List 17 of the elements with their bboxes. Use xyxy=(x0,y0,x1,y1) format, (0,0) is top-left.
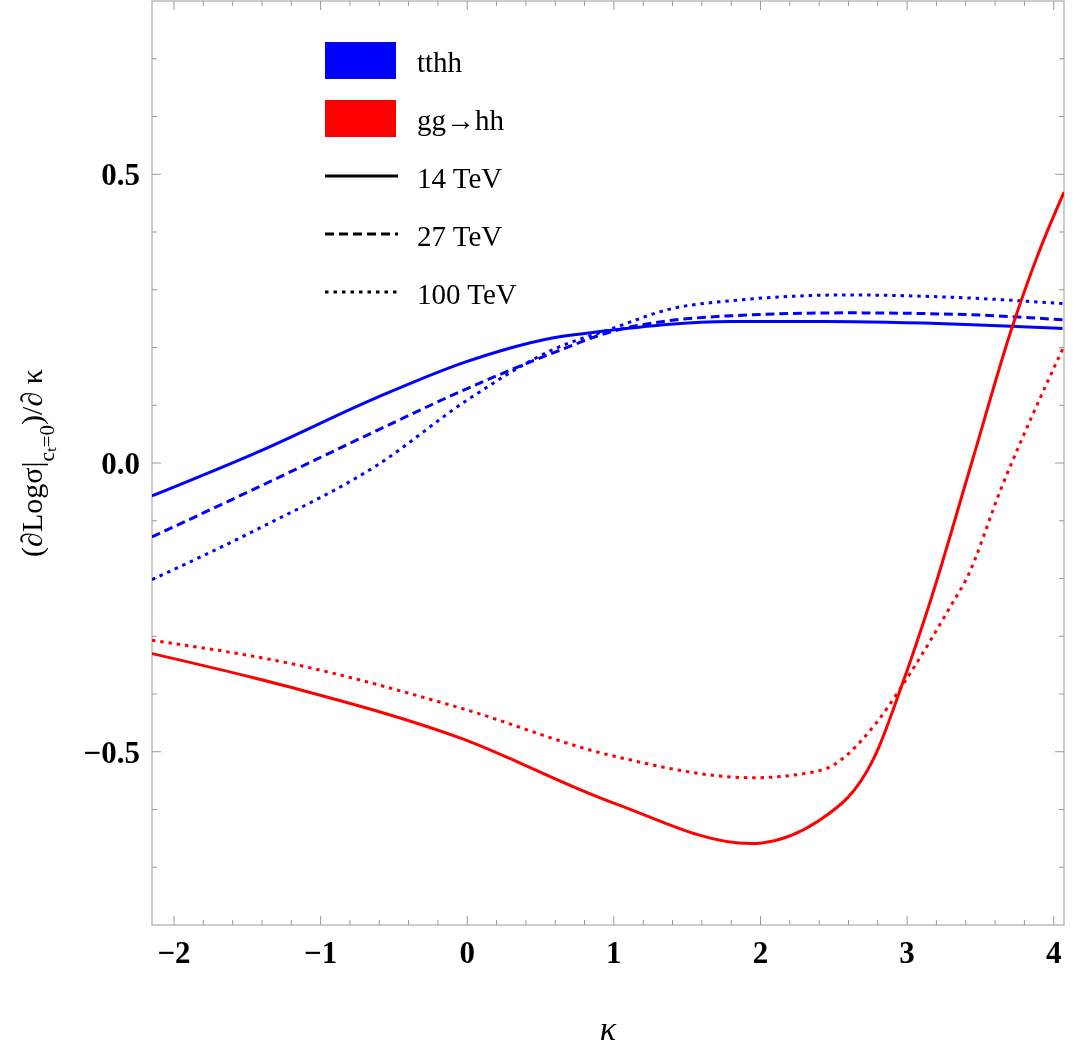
line-series xyxy=(152,190,1064,846)
annotation: tthh xyxy=(417,46,463,78)
x-tick-label: 3 xyxy=(899,935,915,970)
y-tick-label: 0.0 xyxy=(101,446,140,481)
x-tick-label: 0 xyxy=(459,935,475,970)
annotation: 27 TeV xyxy=(417,220,503,252)
x-tick-label: 4 xyxy=(1045,935,1062,970)
x-tick-label: −2 xyxy=(157,935,191,970)
annotation: 14 TeV xyxy=(417,162,503,194)
x-tick-label: −1 xyxy=(304,935,338,970)
x-axis-title: κ xyxy=(599,1010,617,1047)
x-tick-label: 2 xyxy=(752,935,769,970)
annotation: gg→hh xyxy=(417,104,505,136)
annotation: 100 TeV xyxy=(417,278,517,310)
y-tick-label: 0.5 xyxy=(101,157,140,193)
x-tick-label: 1 xyxy=(606,935,622,970)
y-tick-label: −0.5 xyxy=(83,734,140,770)
